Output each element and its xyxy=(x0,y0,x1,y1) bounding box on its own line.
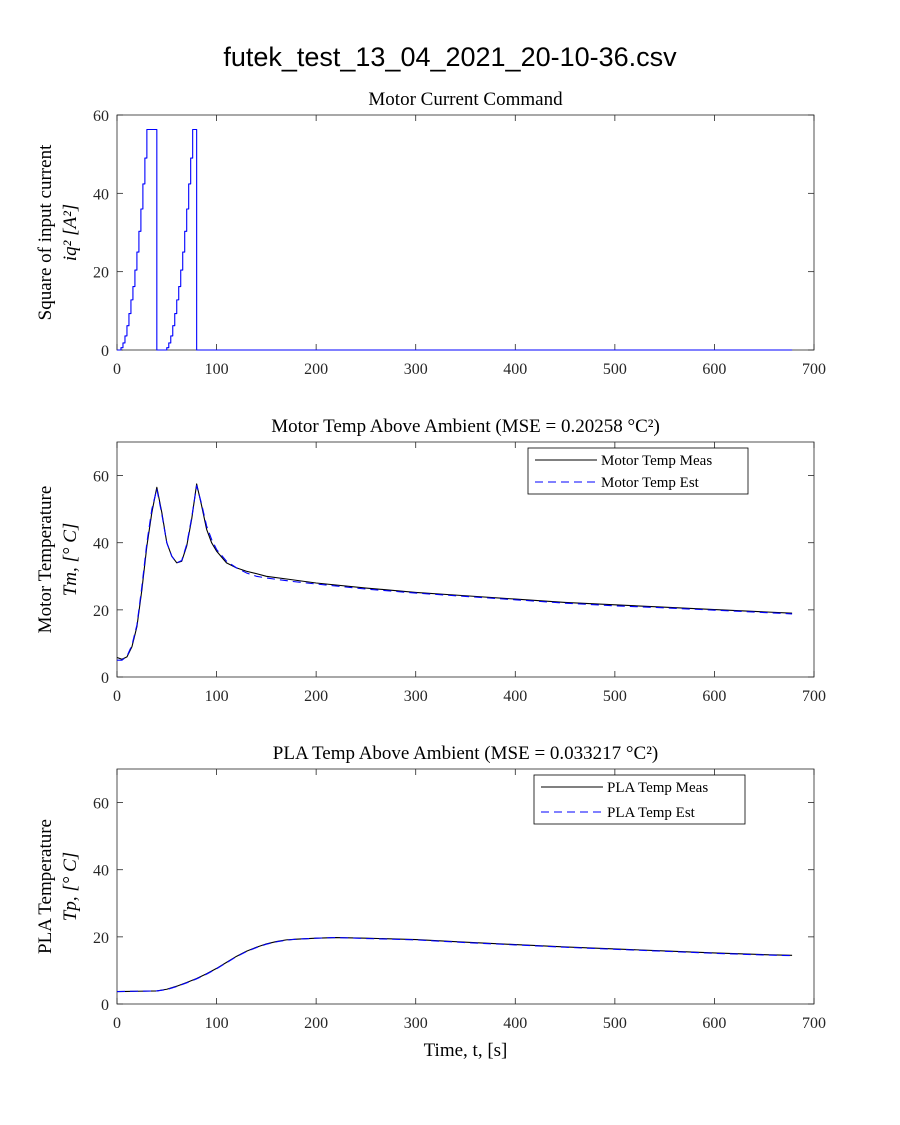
x-tick-label: 0 xyxy=(113,361,121,378)
x-tick-label: 100 xyxy=(205,1015,229,1032)
y-tick-label: 60 xyxy=(93,469,109,486)
x-axis-label: Time, t, [s] xyxy=(424,1040,508,1061)
x-tick-label: 700 xyxy=(802,1015,826,1032)
x-tick-label: 300 xyxy=(404,361,428,378)
x-tick-label: 200 xyxy=(304,1015,328,1032)
y-tick-label: 40 xyxy=(93,186,109,203)
series-line-motor-temp-meas xyxy=(116,483,793,660)
subplot-motor-temperature: 0 100 200 300 400 500 600 700 0 20 40 60 Motor Temp … xyxy=(35,416,826,705)
x-tick-label: 300 xyxy=(404,1015,428,1032)
series-line-current-command xyxy=(117,128,793,351)
x-tick-label: 300 xyxy=(404,688,428,705)
y-tick-label: 0 xyxy=(101,343,109,360)
x-tick-label: 0 xyxy=(113,688,121,705)
y-tick-label: 0 xyxy=(101,670,109,687)
legend-label: PLA Temp Meas xyxy=(607,780,708,796)
series-line-pla-temp-est xyxy=(116,936,793,993)
y-axis-label-symbol: iq² [A²] xyxy=(60,204,81,261)
y-tick-label: 60 xyxy=(93,796,109,813)
x-tick-label: 200 xyxy=(304,688,328,705)
subplot-title: Motor Temp Above Ambient (MSE = 0.20258 … xyxy=(271,416,660,437)
x-tick-label: 500 xyxy=(603,361,627,378)
x-tick-label: 600 xyxy=(702,361,726,378)
subplot-title: PLA Temp Above Ambient (MSE = 0.033217 °… xyxy=(273,743,658,764)
legend-label: Motor Temp Meas xyxy=(601,453,712,469)
subplot-title: Motor Current Command xyxy=(368,89,563,110)
figure-title: futek_test_13_04_2021_20-10-36.csv xyxy=(223,42,677,72)
y-axis-label: PLA Temperature xyxy=(35,819,56,954)
y-axis-label-symbol: Tp, [° C] xyxy=(60,852,81,921)
subplot-motor-current-command: 0 100 200 300 400 500 600 700 0 20 40 60 Motor Curre… xyxy=(35,89,826,378)
axes-box xyxy=(116,441,815,678)
axes-box xyxy=(116,768,815,1005)
y-tick-label: 60 xyxy=(93,108,109,125)
y-axis-label-symbol: Tm, [° C] xyxy=(60,523,81,597)
x-tick-label: 200 xyxy=(304,361,328,378)
x-tick-label: 700 xyxy=(802,688,826,705)
x-tick-label: 600 xyxy=(702,1015,726,1032)
x-tick-label: 700 xyxy=(802,361,826,378)
series-line-motor-temp-est xyxy=(117,485,793,661)
x-tick-label: 500 xyxy=(603,688,627,705)
subplot-pla-temperature: 0 100 200 300 400 500 600 700 0 20 40 60 PLA Temp Ab… xyxy=(35,743,826,1061)
x-tick-label: 100 xyxy=(205,688,229,705)
x-tick-label: 400 xyxy=(503,688,527,705)
x-tick-label: 500 xyxy=(603,1015,627,1032)
legend: Motor Temp Meas Motor Temp Est xyxy=(527,447,749,495)
y-tick-label: 0 xyxy=(101,997,109,1014)
y-tick-label: 40 xyxy=(93,536,109,553)
x-tick-label: 400 xyxy=(503,1015,527,1032)
y-axis-label: Motor Temperature xyxy=(35,486,56,634)
y-tick-label: 40 xyxy=(93,863,109,880)
legend-label: Motor Temp Est xyxy=(601,475,700,491)
y-tick-label: 20 xyxy=(93,603,109,620)
y-tick-label: 20 xyxy=(93,930,109,947)
x-tick-label: 100 xyxy=(205,361,229,378)
legend-box xyxy=(527,447,749,495)
x-tick-label: 0 xyxy=(113,1015,121,1032)
x-tick-label: 600 xyxy=(702,688,726,705)
legend-label: PLA Temp Est xyxy=(607,805,696,821)
y-axis-label: Square of input current xyxy=(35,144,56,320)
y-tick-label: 20 xyxy=(93,265,109,282)
x-tick-label: 400 xyxy=(503,361,527,378)
legend-box xyxy=(533,774,746,825)
legend: PLA Temp Meas PLA Temp Est xyxy=(533,774,746,825)
